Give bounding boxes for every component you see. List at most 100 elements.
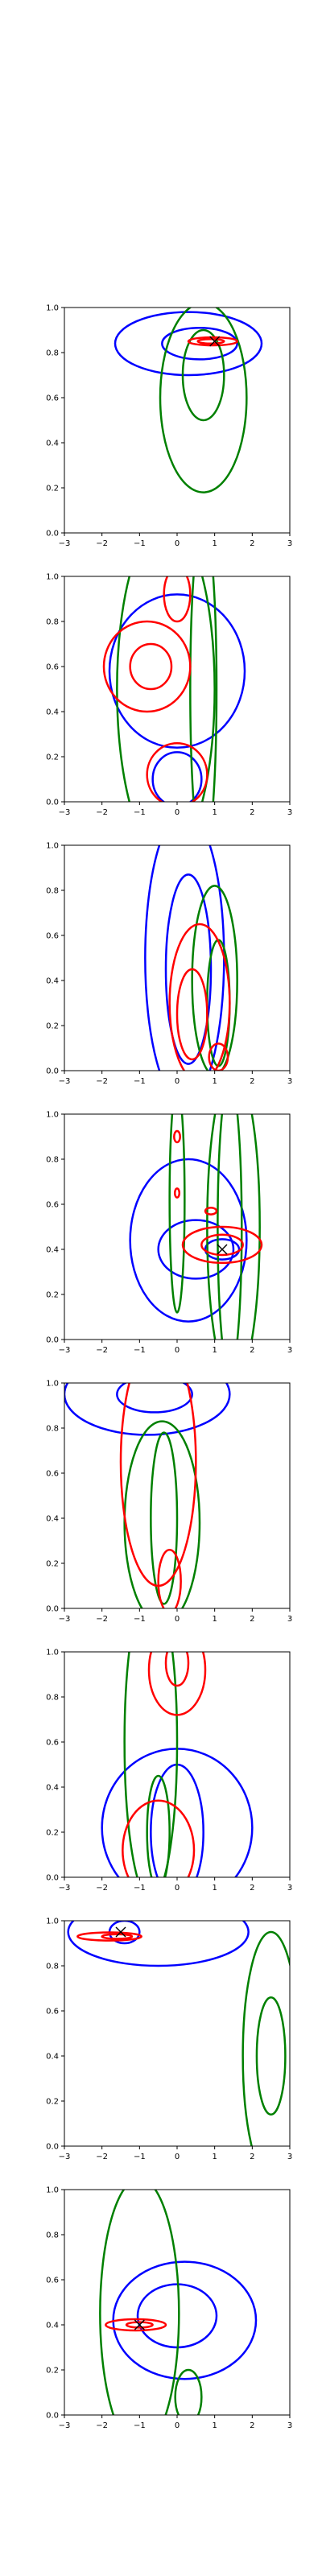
axes-frame bbox=[64, 307, 291, 534]
contour-line bbox=[108, 593, 246, 749]
x-tick-label: 0 bbox=[175, 1077, 180, 1086]
contour-line bbox=[187, 336, 238, 347]
x-tick-label: −3 bbox=[59, 808, 71, 817]
y-tick-label: 0.0 bbox=[46, 530, 59, 539]
y-tick-label: 0.4 bbox=[46, 977, 59, 986]
y-tick-label: 0.2 bbox=[46, 2098, 59, 2107]
contour-line bbox=[129, 1158, 248, 1323]
subplot-8: −3 −2 −1 0 1 2 3 0.0 0.2 0.4 0.6 0.8 1.0 bbox=[46, 2186, 292, 2431]
plot-area bbox=[64, 1383, 231, 1608]
x-tick-label: 0 bbox=[175, 1884, 180, 1893]
plot-area bbox=[99, 2190, 258, 2415]
y-tick-label: 0.8 bbox=[46, 1963, 59, 1971]
x-tick-label: 3 bbox=[287, 2421, 292, 2430]
contour-line bbox=[64, 1383, 231, 1436]
x-tick-label: 2 bbox=[250, 539, 254, 548]
marker-stroke bbox=[217, 1244, 228, 1255]
x-tick-label: 0 bbox=[175, 1615, 180, 1624]
contour-line bbox=[164, 1652, 190, 1687]
x-tick-label: 0 bbox=[175, 1346, 180, 1355]
y-tick-label: 0.2 bbox=[46, 1560, 59, 1569]
contour-line bbox=[206, 1114, 261, 1340]
x-tick-label: −2 bbox=[96, 1077, 108, 1086]
contour-line bbox=[99, 2190, 180, 2415]
x-tick-label: 1 bbox=[212, 1346, 217, 1355]
contour-line bbox=[157, 1219, 235, 1280]
axes-frame bbox=[64, 1920, 291, 2147]
axes-frame bbox=[64, 844, 291, 1071]
contour-line bbox=[164, 873, 213, 1065]
contour-line bbox=[181, 328, 225, 422]
y-tick-label: 0.4 bbox=[46, 1246, 59, 1255]
contour-line bbox=[146, 1774, 171, 1877]
contour-line bbox=[146, 741, 208, 802]
contour-line bbox=[175, 968, 208, 1061]
y-tick-label: 0.4 bbox=[46, 440, 59, 448]
y-tick-label: 0.0 bbox=[46, 799, 59, 807]
contour-line bbox=[150, 1431, 179, 1605]
contour-line bbox=[174, 2368, 203, 2415]
x-tick-label: −3 bbox=[59, 539, 71, 548]
x-tick-label: 2 bbox=[250, 808, 254, 817]
marker-stroke bbox=[115, 1926, 126, 1938]
contour-line bbox=[147, 1652, 207, 1716]
x-tick-label: −3 bbox=[59, 1884, 71, 1893]
contour-line bbox=[144, 845, 225, 1071]
y-tick-label: 0.6 bbox=[46, 394, 59, 403]
contour-line bbox=[181, 1225, 263, 1265]
x-tick-label: −1 bbox=[134, 2153, 146, 2161]
x-tick-label: −2 bbox=[96, 2153, 108, 2161]
plot-area bbox=[129, 1114, 263, 1340]
x-tick-label: −2 bbox=[96, 808, 108, 817]
contour-line bbox=[242, 1930, 290, 2146]
contour-line bbox=[161, 326, 238, 361]
x-tick-label: 2 bbox=[250, 2153, 254, 2161]
contour-line bbox=[102, 620, 192, 713]
axes-frame bbox=[64, 576, 291, 803]
subplot-3: −3 −2 −1 0 1 2 3 0.0 0.2 0.4 0.6 0.8 1.0 bbox=[46, 842, 292, 1087]
x-tick-label: 2 bbox=[250, 1077, 254, 1086]
x-tick-label: −1 bbox=[134, 1884, 146, 1893]
x-tick-label: 1 bbox=[212, 1884, 217, 1893]
x-tick-label: −3 bbox=[59, 1077, 71, 1086]
y-tick-label: 0.4 bbox=[46, 1784, 59, 1793]
y-tick-label: 0.8 bbox=[46, 349, 59, 358]
x-tick-label: 3 bbox=[287, 1077, 292, 1086]
x-tick-label: 2 bbox=[250, 1346, 254, 1355]
y-tick-label: 1.0 bbox=[46, 1649, 59, 1657]
x-tick-label: 2 bbox=[250, 2421, 254, 2430]
x-tick-label: 2 bbox=[250, 1615, 254, 1624]
contour-line bbox=[173, 1187, 181, 1199]
y-tick-label: 0.6 bbox=[46, 1470, 59, 1479]
x-tick-label: 3 bbox=[287, 1615, 292, 1624]
x-tick-label: 3 bbox=[287, 808, 292, 817]
marker-x bbox=[217, 1244, 228, 1255]
contour-line bbox=[168, 1114, 186, 1314]
y-tick-label: 0.6 bbox=[46, 932, 59, 941]
y-tick-label: 0.8 bbox=[46, 618, 59, 627]
contour-line bbox=[204, 1238, 241, 1261]
y-tick-label: 1.0 bbox=[46, 1380, 59, 1389]
x-tick-label: 0 bbox=[175, 2153, 180, 2161]
y-tick-label: 0.6 bbox=[46, 1201, 59, 1210]
y-tick-label: 1.0 bbox=[46, 304, 59, 313]
y-tick-label: 0.2 bbox=[46, 753, 59, 762]
x-tick-label: −3 bbox=[59, 1346, 71, 1355]
x-tick-label: −1 bbox=[134, 539, 146, 548]
contour-line bbox=[123, 1652, 179, 1877]
y-tick-label: 0.6 bbox=[46, 2008, 59, 2017]
x-tick-label: −1 bbox=[134, 2421, 146, 2430]
contour-line bbox=[151, 751, 203, 802]
x-tick-label: 1 bbox=[212, 808, 217, 817]
y-tick-label: 0.6 bbox=[46, 663, 59, 672]
x-tick-label: −3 bbox=[59, 1615, 71, 1624]
y-tick-label: 1.0 bbox=[46, 842, 59, 851]
contour-line bbox=[159, 308, 248, 493]
y-tick-label: 0.8 bbox=[46, 887, 59, 896]
contour-line bbox=[206, 939, 231, 1067]
contour-line bbox=[204, 1206, 218, 1216]
contour-line bbox=[129, 642, 173, 691]
y-tick-label: 0.2 bbox=[46, 1291, 59, 1300]
x-tick-label: 3 bbox=[287, 1346, 292, 1355]
x-tick-label: 0 bbox=[175, 539, 180, 548]
